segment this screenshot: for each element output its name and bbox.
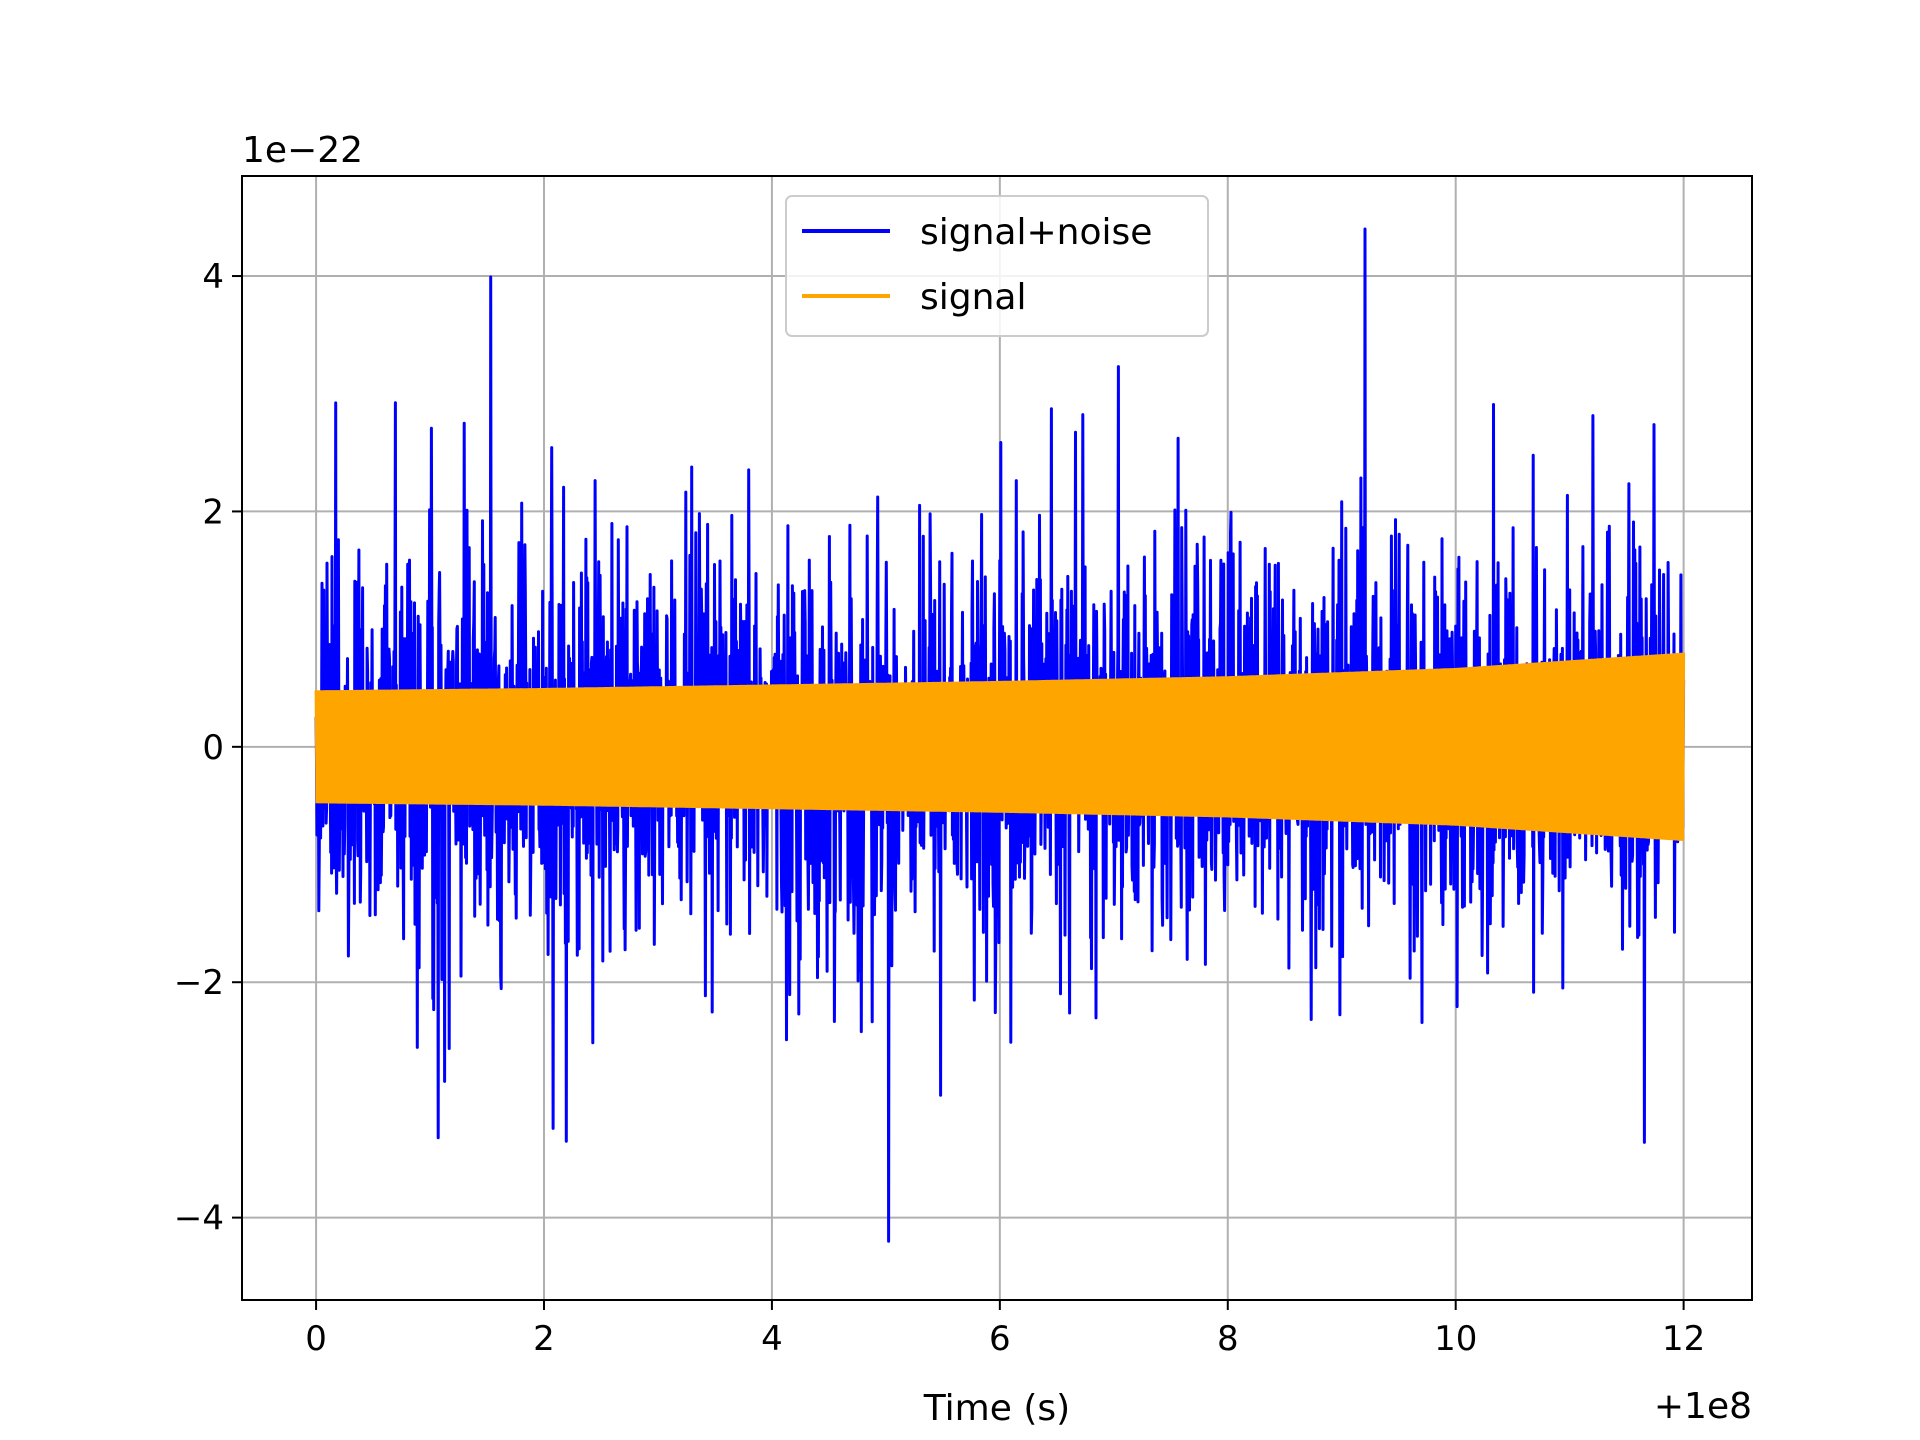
y-multiplier-label: 1e−22 xyxy=(242,130,363,171)
x-tick-label: 0 xyxy=(305,1319,327,1359)
y-tick-label: −4 xyxy=(174,1199,224,1239)
series-signal-line xyxy=(314,652,1686,841)
legend-box xyxy=(785,195,1209,337)
plot-frame xyxy=(241,175,1753,1301)
y-tick-label: 0 xyxy=(202,728,224,768)
x-tick-label: 8 xyxy=(1217,1319,1239,1359)
x-tick-label: 12 xyxy=(1662,1319,1705,1359)
x-tick-label: 2 xyxy=(533,1319,555,1359)
y-tick-label: −2 xyxy=(174,963,224,1003)
y-tick-label: 4 xyxy=(202,257,224,297)
legend: signal+noise signal xyxy=(785,195,1209,337)
y-tick-label: 2 xyxy=(202,492,224,532)
legend-label-signal-noise: signal+noise xyxy=(920,212,1152,253)
series-layer xyxy=(314,227,1686,1243)
ticks: 0 2 4 6 8 10 12 −4 −2 0 2 4 xyxy=(174,257,1705,1359)
x-tick-label: 6 xyxy=(989,1319,1011,1359)
x-tick-label: 4 xyxy=(761,1319,783,1359)
x-axis-label: Time (s) xyxy=(923,1388,1070,1429)
x-tick-label: 10 xyxy=(1434,1319,1477,1359)
legend-label-signal: signal xyxy=(920,277,1027,318)
x-offset-label: +1e8 xyxy=(1654,1386,1752,1427)
